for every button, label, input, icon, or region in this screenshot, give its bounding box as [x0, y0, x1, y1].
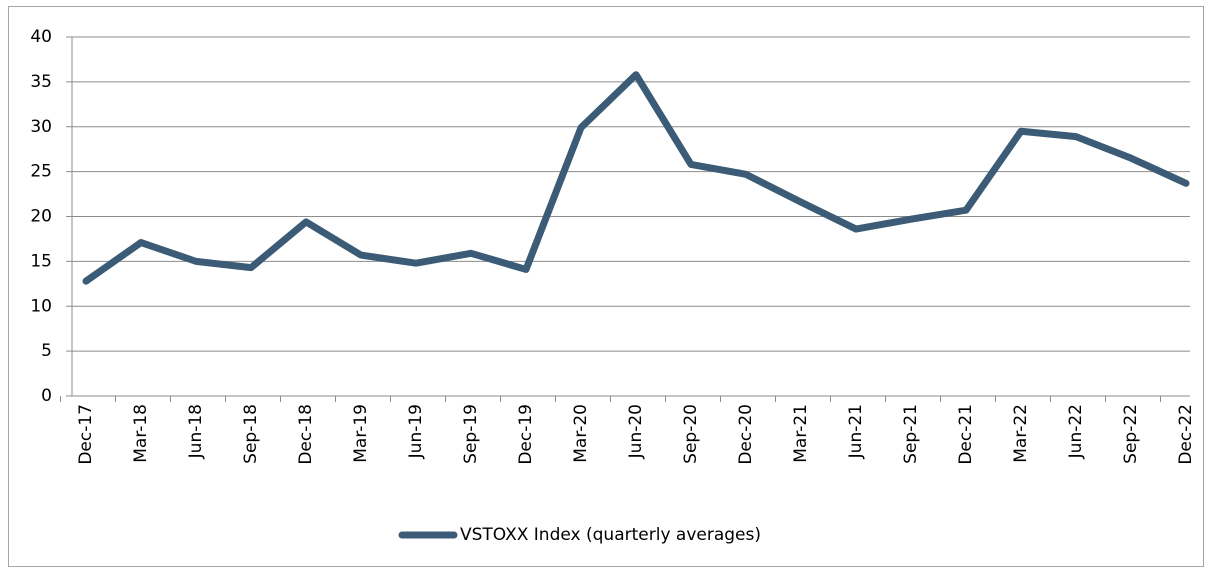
x-tick-label: Jun-21 — [846, 404, 866, 459]
x-tick-label: Sep-20 — [681, 404, 701, 464]
y-tick-label: 30 — [30, 117, 52, 137]
x-tick-label: Jun-19 — [406, 404, 426, 459]
y-tick-label: 20 — [30, 207, 52, 227]
x-tick-label: Sep-18 — [241, 404, 261, 464]
x-tick-label: Dec-17 — [76, 404, 96, 465]
x-tick-label: Mar-20 — [571, 404, 591, 463]
x-tick-label: Sep-22 — [1121, 404, 1141, 464]
x-tick-label: Jun-22 — [1066, 404, 1086, 459]
chart-frame — [8, 6, 1204, 567]
x-tick-label: Mar-19 — [351, 404, 371, 463]
x-tick-label: Dec-20 — [736, 404, 756, 465]
y-tick-label: 25 — [30, 162, 52, 182]
x-tick-label: Sep-19 — [461, 404, 481, 464]
x-tick-label: Dec-19 — [516, 404, 536, 465]
x-tick-label: Dec-22 — [1176, 404, 1196, 465]
legend-label: VSTOXX Index (quarterly averages) — [460, 525, 761, 545]
y-tick-label: 15 — [30, 251, 52, 271]
x-tick-label: Dec-21 — [956, 404, 976, 465]
y-tick-label: 10 — [30, 296, 52, 316]
y-tick-label: 5 — [41, 341, 52, 361]
y-tick-label: 35 — [30, 72, 52, 92]
x-tick-label: Mar-21 — [791, 404, 811, 463]
x-tick-label: Jun-18 — [186, 404, 206, 459]
x-tick-label: Mar-18 — [131, 404, 151, 463]
x-tick-label: Mar-22 — [1011, 404, 1031, 463]
x-tick-label: Sep-21 — [901, 404, 921, 464]
x-tick-label: Jun-20 — [626, 404, 646, 459]
data-line — [82, 71, 1190, 285]
y-tick-label: 0 — [41, 386, 52, 406]
y-tick-label: 40 — [30, 27, 52, 47]
x-tick-label: Dec-18 — [296, 404, 316, 465]
